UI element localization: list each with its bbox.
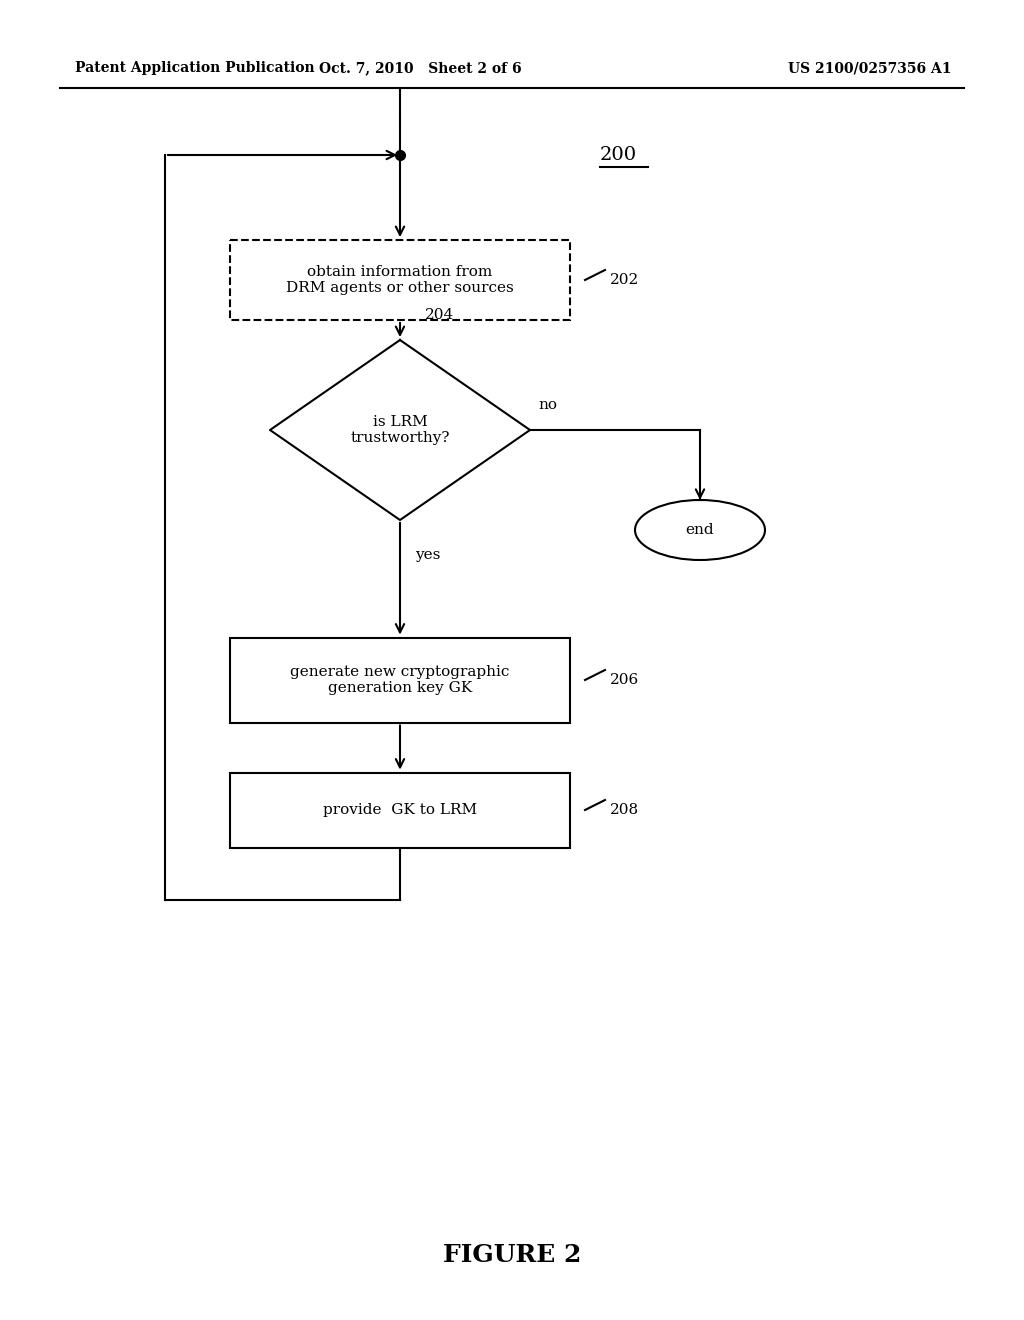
Text: no: no <box>538 399 557 412</box>
Text: Oct. 7, 2010   Sheet 2 of 6: Oct. 7, 2010 Sheet 2 of 6 <box>318 61 521 75</box>
Bar <box>230 240 570 319</box>
Text: 200: 200 <box>600 147 637 164</box>
Text: FIGURE 2: FIGURE 2 <box>442 1243 582 1267</box>
Text: 204: 204 <box>425 308 455 322</box>
Text: Patent Application Publication: Patent Application Publication <box>75 61 314 75</box>
Text: US 2100/0257356 A1: US 2100/0257356 A1 <box>788 61 951 75</box>
Bar <box>230 638 570 722</box>
Text: end: end <box>686 523 715 537</box>
Text: yes: yes <box>415 548 440 562</box>
Bar <box>230 772 570 847</box>
Text: obtain information from
DRM agents or other sources: obtain information from DRM agents or ot… <box>286 265 514 296</box>
Text: 208: 208 <box>610 803 639 817</box>
Text: 202: 202 <box>610 273 639 286</box>
Ellipse shape <box>635 500 765 560</box>
Text: 206: 206 <box>610 673 639 686</box>
Text: is LRM
trustworthy?: is LRM trustworthy? <box>350 414 450 445</box>
Text: generate new cryptographic
generation key GK: generate new cryptographic generation ke… <box>291 665 510 696</box>
Text: provide  GK to LRM: provide GK to LRM <box>323 803 477 817</box>
